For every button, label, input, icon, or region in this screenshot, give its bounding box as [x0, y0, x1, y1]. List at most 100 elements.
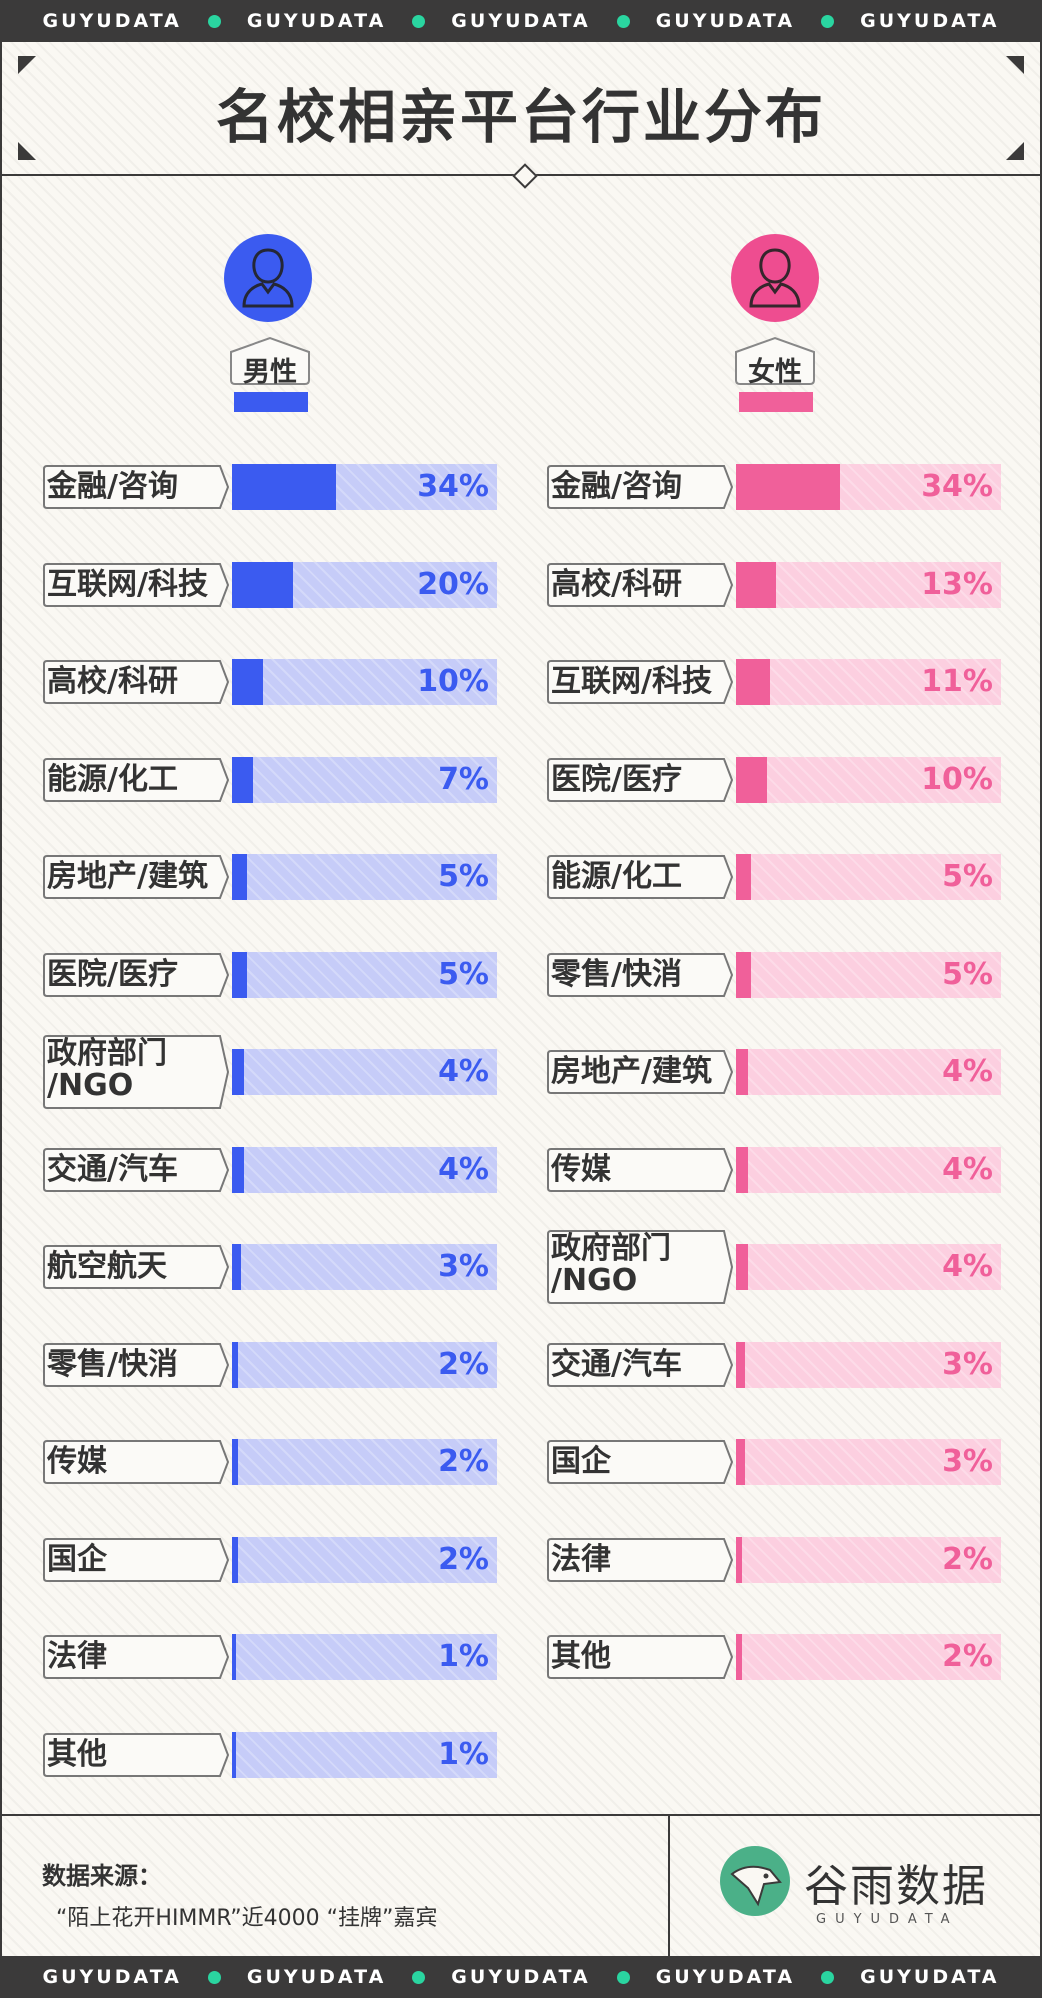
bar-row: 3% 交通/汽车	[546, 1341, 1001, 1388]
bar-value-label: 5%	[438, 956, 489, 992]
bar-track: 4%	[232, 1049, 497, 1095]
bar-row: 4% 政府部门 /NGO	[546, 1230, 1001, 1304]
bar	[232, 756, 254, 803]
bar	[736, 464, 840, 510]
bar-track: 1%	[232, 1634, 497, 1680]
bar-value-label: 3%	[438, 1249, 489, 1284]
bar-value-label: 10%	[417, 664, 489, 699]
bar-row: 4% 传媒	[546, 1146, 1001, 1193]
footer: 数据来源： “陌上花开HIMMR”近4000 “挂牌”嘉宾 谷雨数据 GUYUD…	[2, 1814, 1040, 1958]
bar-row: 5% 医院/医疗	[42, 951, 497, 998]
bar	[736, 951, 752, 998]
bar-track: 5%	[232, 854, 497, 900]
category-tag: 金融/咨询	[546, 464, 734, 510]
category-tag: 金融/咨询	[42, 464, 230, 510]
bar-value-label: 10%	[921, 761, 993, 797]
top-brand-band: GUYUDATA GUYUDATA GUYUDATA GUYUDATA GUYUDATA	[0, 0, 1042, 42]
brand-word: GUYUDATA	[42, 1966, 182, 1988]
category-tag: 房地产/建筑	[546, 1049, 734, 1095]
category-label: 医院/医疗	[551, 761, 682, 797]
brand-dot	[616, 14, 630, 28]
category-tag: 交通/汽车	[546, 1342, 734, 1388]
bar-row: 1% 其他	[42, 1731, 497, 1778]
bar	[736, 561, 776, 608]
bar-value-label: 4%	[942, 1151, 993, 1187]
category-label: 房地产/建筑	[47, 859, 208, 894]
bar-value-label: 11%	[921, 664, 993, 699]
category-tag: 高校/科研	[42, 659, 230, 705]
bar-track: 5%	[736, 951, 1001, 998]
brand-word: GUYUDATA	[246, 10, 387, 32]
bar-track: 5%	[232, 951, 497, 998]
male-user-icon	[224, 234, 312, 322]
bar	[736, 659, 770, 705]
bar-value-label: 4%	[438, 1054, 489, 1089]
female-legend-swatch	[739, 392, 813, 412]
corner-decoration	[1006, 142, 1024, 160]
category-tag: 互联网/科技	[42, 562, 230, 608]
logo-subtext: GUYUDATA	[816, 1912, 959, 1927]
bar-track: 2%	[232, 1341, 497, 1388]
category-label: 传媒	[47, 1444, 107, 1479]
bar-track: 2%	[232, 1439, 497, 1485]
bar-value-label: 2%	[942, 1541, 993, 1577]
bar-value-label: 7%	[438, 761, 489, 797]
bar-track: 7%	[232, 756, 497, 803]
bar-value-label: 1%	[438, 1639, 489, 1674]
bar-value-label: 13%	[921, 566, 993, 602]
source-text: “陌上花开HIMMR”近4000 “挂牌”嘉宾	[56, 1906, 438, 1931]
category-tag: 其他	[42, 1732, 230, 1778]
category-label: 政府部门 /NGO	[551, 1231, 671, 1298]
bar	[232, 1439, 239, 1485]
title-box: 名校相亲平台行业分布	[2, 42, 1040, 176]
bar-value-label: 2%	[942, 1639, 993, 1674]
page-title: 名校相亲平台行业分布	[215, 83, 826, 151]
bar-row: 34% 金融/咨询	[546, 464, 1001, 510]
brand-word: GUYUDATA	[655, 1966, 796, 1988]
corner-decoration	[18, 142, 36, 160]
female-label: 女性	[748, 357, 802, 388]
bar-track: 20%	[232, 561, 497, 608]
brand-word: GUYUDATA	[655, 10, 796, 32]
guyu-logo-icon	[720, 1846, 790, 1916]
category-label: 国企	[47, 1541, 107, 1577]
category-tag: 传媒	[546, 1147, 734, 1193]
bar-row: 2% 传媒	[42, 1439, 497, 1485]
bar	[736, 1244, 749, 1290]
brand-word: GUYUDATA	[246, 1966, 387, 1988]
bar-row: 2% 零售/快消	[42, 1341, 497, 1388]
bar-value-label: 2%	[438, 1346, 489, 1382]
category-label: 互联网/科技	[551, 664, 712, 699]
corner-decoration	[1006, 56, 1024, 74]
bar-track: 4%	[232, 1146, 497, 1193]
category-label: 其他	[47, 1736, 107, 1772]
brand-word: GUYUDATA	[860, 1966, 1000, 1988]
category-label: 高校/科研	[47, 664, 178, 699]
bar-track: 1%	[232, 1731, 497, 1778]
category-tag: 政府部门 /NGO	[546, 1229, 734, 1305]
bar	[232, 1049, 245, 1095]
bar	[736, 854, 752, 900]
bar-value-label: 4%	[942, 1054, 993, 1089]
bar-track: 4%	[736, 1244, 1001, 1290]
bar-row: 10% 医院/医疗	[546, 756, 1001, 803]
category-label: 房地产/建筑	[551, 1054, 712, 1089]
male-label-tag: 男性	[225, 336, 315, 388]
brand-word: GUYUDATA	[451, 1966, 591, 1988]
bar	[232, 951, 248, 998]
category-label: 金融/咨询	[47, 469, 178, 504]
category-tag: 法律	[42, 1634, 230, 1680]
bar	[232, 1731, 236, 1778]
bar	[232, 659, 263, 705]
bar-row: 13% 高校/科研	[546, 561, 1001, 608]
bottom-brand-band: GUYUDATA GUYUDATA GUYUDATA GUYUDATA GUYUDATA	[0, 1956, 1042, 1998]
source-label: 数据来源：	[42, 1862, 162, 1890]
footer-divider	[668, 1816, 670, 1958]
bar	[232, 854, 248, 900]
bar-value-label: 4%	[942, 1249, 993, 1284]
bar-track: 2%	[736, 1634, 1001, 1680]
category-tag: 国企	[42, 1537, 230, 1583]
category-label: 高校/科研	[551, 566, 682, 602]
bar-track: 4%	[736, 1146, 1001, 1193]
brand-word: GUYUDATA	[860, 10, 1000, 32]
